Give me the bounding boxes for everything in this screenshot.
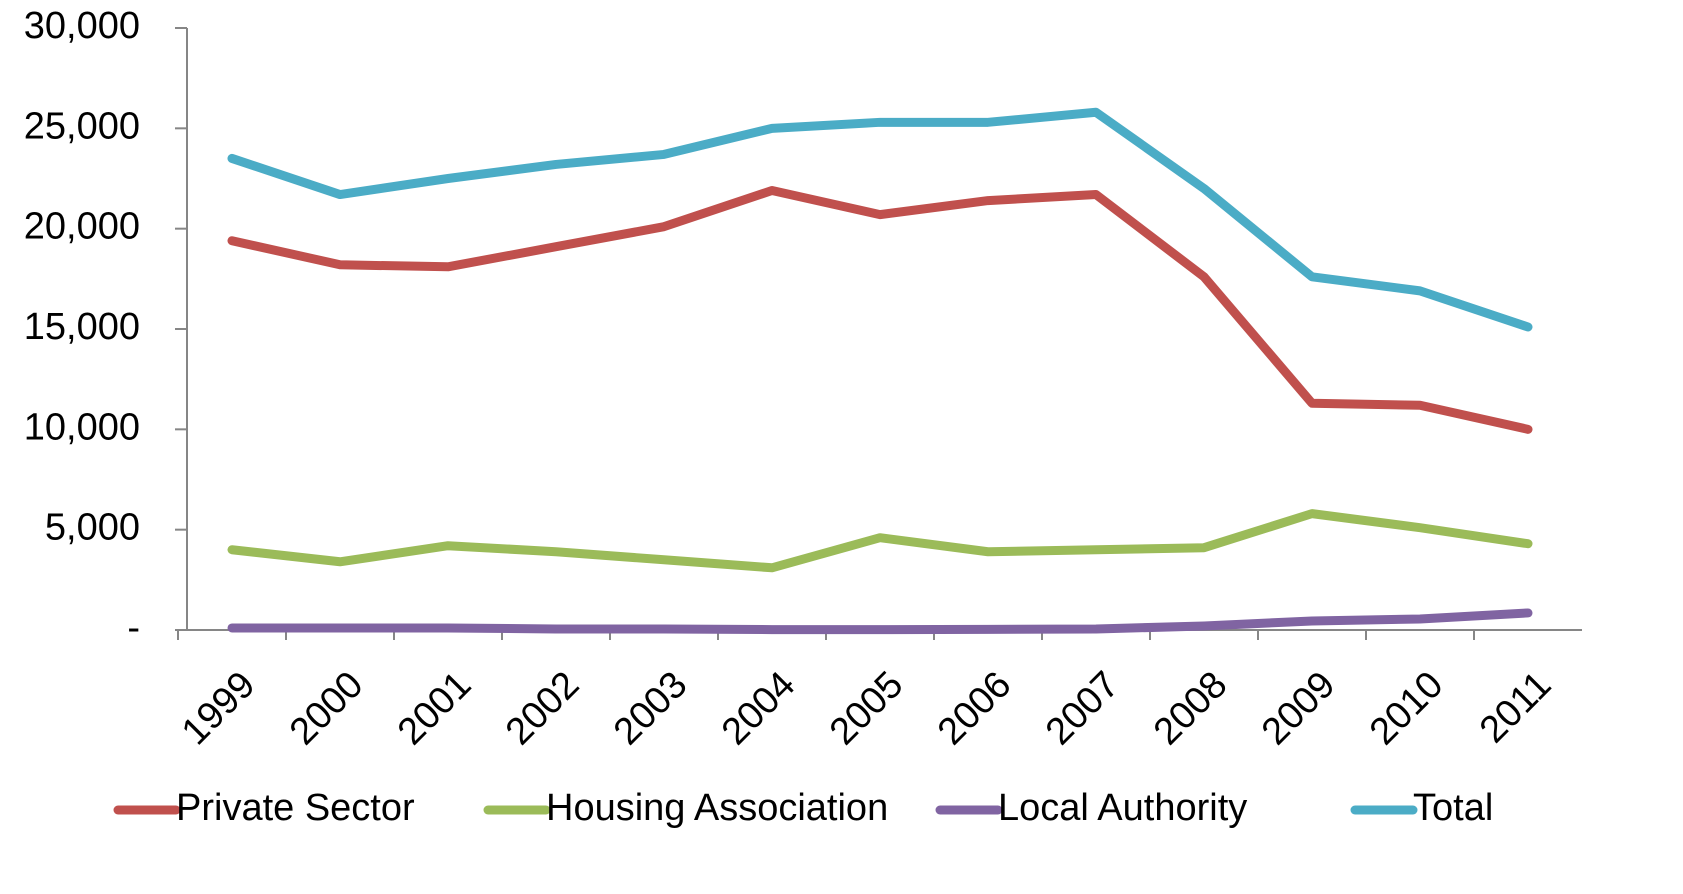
legend-label: Private Sector bbox=[176, 787, 415, 829]
x-tick-label: 2006 bbox=[930, 664, 1019, 753]
y-tick-label: - bbox=[127, 607, 140, 649]
x-tick-label: 2007 bbox=[1038, 664, 1127, 753]
x-tick-label: 2002 bbox=[498, 664, 587, 753]
x-tick-label: 2008 bbox=[1146, 664, 1235, 753]
legend-label: Housing Association bbox=[546, 787, 888, 829]
x-tick-label: 2009 bbox=[1254, 664, 1343, 753]
x-tick-label: 1999 bbox=[174, 664, 263, 753]
x-tick-label: 2001 bbox=[390, 664, 479, 753]
y-tick-label: 5,000 bbox=[45, 507, 140, 549]
series-line bbox=[227, 509, 1533, 573]
series-line bbox=[227, 186, 1533, 434]
y-tick-label: 15,000 bbox=[24, 306, 140, 348]
legend-label: Local Authority bbox=[998, 787, 1247, 829]
x-tick-label: 2004 bbox=[714, 664, 803, 753]
y-tick-label: 25,000 bbox=[24, 105, 140, 147]
y-tick-label: 20,000 bbox=[24, 206, 140, 248]
x-tick-label: 2003 bbox=[606, 664, 695, 753]
x-tick-label: 2011 bbox=[1472, 664, 1559, 751]
legend-label: Total bbox=[1413, 787, 1493, 829]
x-tick-label: 2000 bbox=[282, 664, 371, 753]
x-tick-label: 2010 bbox=[1362, 664, 1451, 753]
y-tick-label: 30,000 bbox=[24, 5, 140, 47]
series-line bbox=[227, 608, 1533, 635]
x-tick-label: 2005 bbox=[822, 664, 911, 753]
y-tick-label: 10,000 bbox=[24, 406, 140, 448]
series-line bbox=[227, 107, 1533, 332]
